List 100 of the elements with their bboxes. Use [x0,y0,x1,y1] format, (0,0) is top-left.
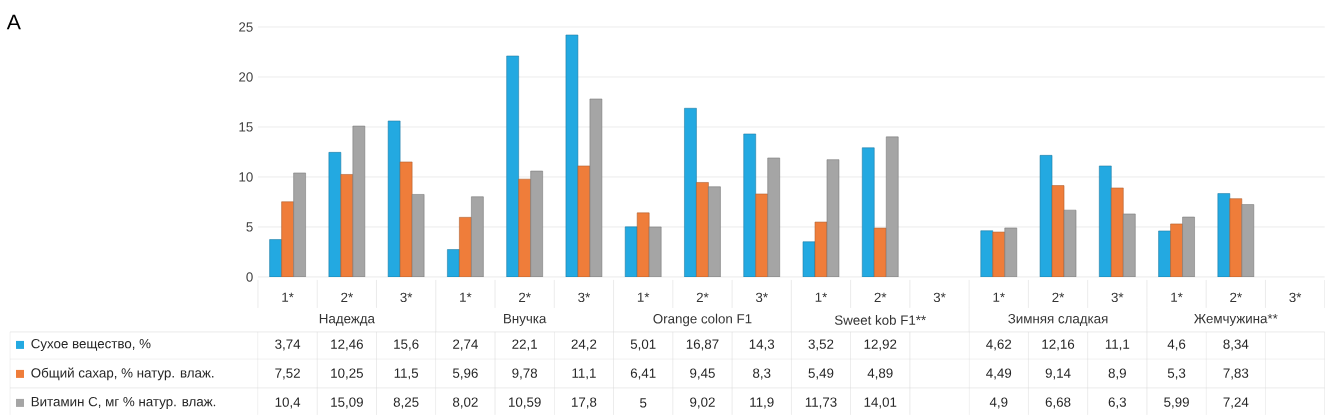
y-tick-label: 10 [239,172,253,182]
bar [471,196,484,277]
data-label: 8,02 [453,397,478,409]
bar [1182,216,1195,277]
bar [624,226,638,277]
x-tick-label: 3* [1289,292,1302,303]
data-label: 4,62 [986,339,1012,351]
data-label: 3,52 [808,339,834,351]
data-label: 22,1 [512,339,537,351]
text: Надежда [319,313,375,326]
bar [518,178,531,277]
bar [1063,209,1077,277]
data-label: 6,68 [1045,397,1071,409]
bar [636,212,650,277]
x-tick-label: 2* [874,292,887,302]
data-label: 5,49 [808,368,834,380]
bar [530,170,543,277]
bar [1241,204,1255,277]
data-label: 24,2 [571,339,597,351]
x-tick-label: 2* [696,292,709,302]
data-label: 7,24 [1223,397,1249,409]
data-label: 2,74 [453,339,478,351]
data-label: 6,3 [1108,397,1126,409]
data-label: 9,45 [690,368,715,380]
data-label: 5 [640,398,647,408]
legend-label: Сухое вещество, % [31,338,151,351]
bar [589,98,603,277]
bar [1004,227,1018,277]
data-label: 7,83 [1223,368,1249,380]
x-tick-label: 2* [1230,292,1242,302]
data-label: 14,3 [749,339,775,351]
text: Внучка [504,313,547,326]
data-label: 17,8 [571,397,597,409]
data-label: 5,3 [1167,368,1186,380]
data-label: 5,96 [452,368,478,380]
data-label: 10,4 [275,397,301,409]
bar [1229,198,1243,277]
data-label: 11,9 [750,397,774,409]
bar [281,201,294,277]
data-label: 11,5 [394,368,419,380]
data-label: 12,46 [331,339,363,351]
bar [293,172,306,277]
data-label: 8,25 [393,397,419,409]
data-label: 8,34 [1223,339,1249,351]
data-label: 3,74 [275,339,301,351]
text: Sweet kob F1** [834,314,926,325]
bar [708,186,721,277]
bar [767,157,780,277]
x-tick-label: 2* [341,292,353,302]
data-label: 4,49 [986,368,1012,380]
text: Зимняя сладкая [1008,313,1108,326]
data-label: 12,92 [864,339,897,351]
text: Жемчужина** [1194,313,1278,326]
data-label: 11,73 [805,397,837,409]
data-label: 12,16 [1042,339,1075,351]
x-tick-label: 1* [993,292,1005,302]
legend-label: Общий сахар, % натур. влаж. [31,367,214,381]
data-label: 11,1 [1105,339,1130,351]
y-tick-label: 5 [246,222,253,232]
bar [755,193,768,277]
x-tick-label: 3* [755,292,768,303]
bar [885,136,899,277]
data-label: 15,6 [394,339,419,351]
bar [684,107,697,277]
data-label: 5,01 [630,339,656,351]
text: A [6,14,21,30]
data-label: 4,9 [989,397,1008,409]
y-tick-label: 20 [239,72,253,82]
bar [352,125,366,277]
x-tick-label: 1* [282,292,294,302]
data-label: 6,41 [630,368,656,380]
x-tick-label: 1* [460,292,472,302]
x-tick-label: 2* [1052,292,1065,302]
x-tick-label: 3* [578,292,591,303]
data-label: 15,09 [331,397,363,409]
bar [1217,193,1231,277]
data-label: 14,01 [864,397,897,409]
bar [648,226,662,277]
bar [696,182,709,277]
bar [861,147,875,277]
x-tick-label: 1* [815,292,828,302]
y-tick-label: 25 [239,22,253,32]
data-label: 8,9 [1108,368,1126,380]
y-tick-label: 15 [239,122,253,132]
data-label: 4,6 [1167,339,1186,351]
data-label: 8,3 [753,368,771,380]
data-label: 7,52 [275,368,300,380]
text: Orange colon F1 [653,313,752,327]
x-tick-label: 1* [637,292,650,302]
bar [1123,213,1136,277]
data-label: 9,78 [512,368,538,380]
data-label: 16,87 [686,339,719,351]
x-tick-label: 2* [519,292,531,302]
x-tick-label: 3* [933,292,946,303]
bar [826,159,840,277]
x-tick-label: 3* [1111,292,1124,303]
data-label: 5,99 [1164,397,1189,409]
data-label: 9,02 [690,397,715,409]
data-label: 9,14 [1045,368,1071,380]
data-label: 10,59 [509,397,541,409]
